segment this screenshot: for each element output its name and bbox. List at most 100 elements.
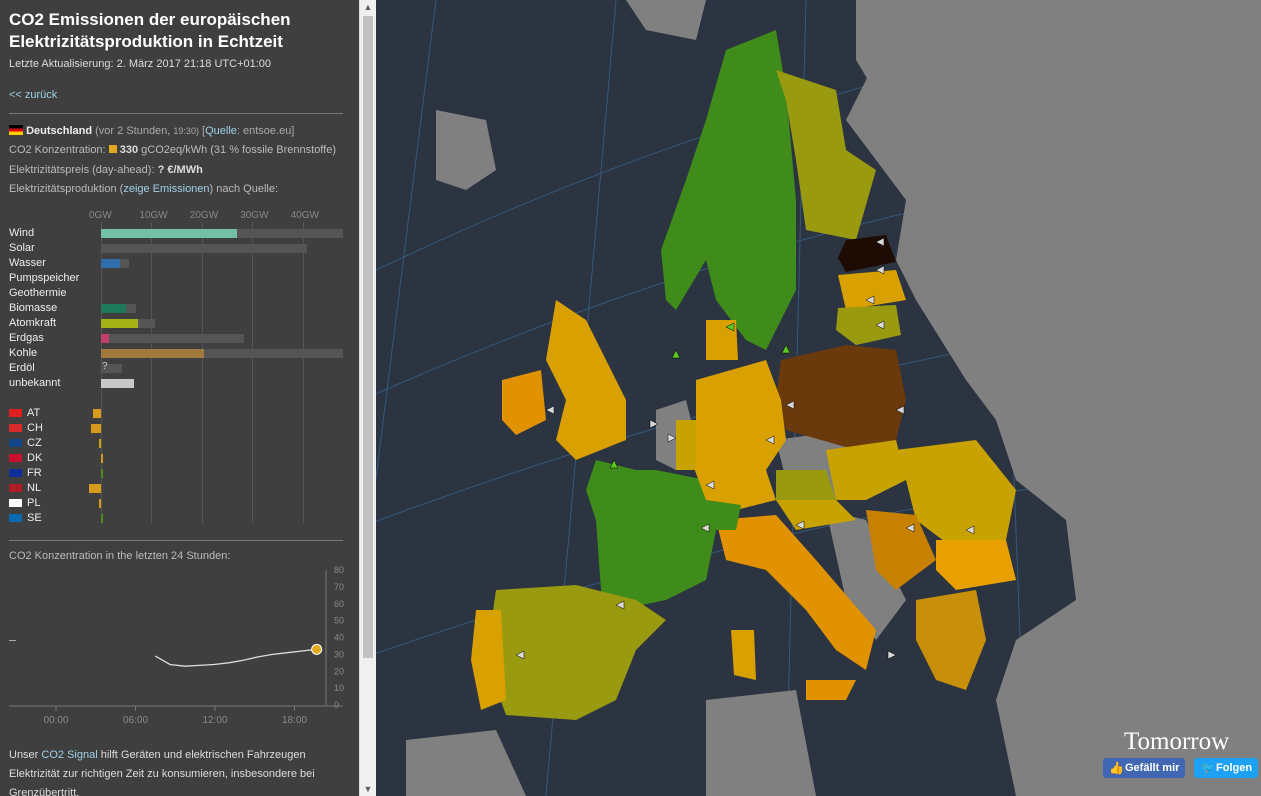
green-arrows <box>609 322 791 469</box>
italy <box>716 515 876 670</box>
brand-logo[interactable]: Tomorrow <box>1124 728 1230 755</box>
flag-icon <box>9 454 22 462</box>
netherlands-belgium <box>676 420 696 470</box>
time-ago: (vor 2 Stunden, <box>95 125 171 137</box>
switzerland <box>706 500 741 530</box>
production-bar[interactable] <box>101 259 120 268</box>
production-suffix: ) nach Quelle: <box>209 183 279 195</box>
source-label: unbekannt <box>9 377 61 389</box>
twitter-follow-button[interactable]: 🐦 Folgen <box>1194 758 1259 778</box>
co2-value: 330 <box>119 144 139 156</box>
time: 19:30) <box>173 126 199 136</box>
like-label: Gefällt mir <box>1125 762 1180 774</box>
poland <box>776 345 906 450</box>
source-label: Biomasse <box>9 302 58 314</box>
footer-suffix: hilft Geräten und elektrischen Fahrzeuge… <box>9 749 315 796</box>
exchange-bar[interactable] <box>101 514 103 523</box>
divider <box>9 113 343 114</box>
source-name: : entsoe.eu] <box>236 125 295 137</box>
x-tick-label: 0GW <box>89 210 112 221</box>
unknown-marker: ? <box>102 361 108 372</box>
exchange-country-label: FR <box>27 467 42 479</box>
co2-unit: gCO2eq/kWh (31 % fossile Brennstoffe) <box>141 144 337 156</box>
x-tick-label: 18:00 <box>282 715 307 726</box>
sardinia <box>731 630 756 680</box>
exchange-bar[interactable] <box>101 469 104 478</box>
gridline <box>201 222 203 524</box>
source-label: Atomkraft <box>9 317 57 329</box>
page-title: CO2 Emissionen der europäischen Elektriz… <box>9 10 291 51</box>
exchange-bar[interactable] <box>91 424 101 433</box>
source-label: Wasser <box>9 257 46 269</box>
history-marker <box>9 640 16 641</box>
gridline <box>151 222 153 524</box>
exchange-bar[interactable] <box>93 409 101 418</box>
production-bar[interactable] <box>101 319 138 328</box>
co2-swatch <box>108 145 117 153</box>
footer-prefix: Unser <box>9 749 42 761</box>
capacity-bar <box>101 364 123 373</box>
ireland <box>502 370 546 435</box>
source-label: Kohle <box>9 347 38 359</box>
exchange-arrows <box>515 237 975 660</box>
price-value: ? €/MWh <box>157 164 203 176</box>
x-tick-label: 06:00 <box>123 715 148 726</box>
production-bar[interactable] <box>101 304 127 313</box>
source-label: Erdgas <box>9 332 44 344</box>
y-tick-label: 10 <box>334 683 344 693</box>
exchange-bar[interactable] <box>101 454 103 463</box>
flag-icon <box>9 484 22 492</box>
production-bar[interactable] <box>101 334 109 343</box>
austria <box>776 500 856 530</box>
capacity-bar <box>101 349 343 358</box>
x-tick-label: 10GW <box>139 210 168 221</box>
source-bracket: [ <box>202 125 206 137</box>
x-tick-label: 12:00 <box>202 715 227 726</box>
y-tick-label: 70 <box>334 582 344 592</box>
source-label: Geothermie <box>9 287 67 299</box>
y-tick-label: 20 <box>334 666 344 676</box>
germany-flag-icon <box>9 125 23 135</box>
gridline <box>302 222 304 524</box>
country-line: Deutschland (vor 2 Stunden, 19:30) [Quel… <box>9 125 349 137</box>
source-label: Pumpspeicher <box>9 272 80 284</box>
thumbs-up-icon: 👍 <box>1109 761 1124 775</box>
source-link[interactable]: Quelle <box>205 125 237 137</box>
map-svg <box>376 0 1261 796</box>
panel-scrollbar[interactable]: ▲ ▼ <box>359 0 376 796</box>
exchange-bar[interactable] <box>88 484 101 493</box>
follow-label: Folgen <box>1216 762 1253 774</box>
exchange-bar[interactable] <box>99 439 101 448</box>
history-title: CO2 Konzentration in the letzten 24 Stun… <box>9 550 231 562</box>
france <box>586 460 716 610</box>
x-tick-label: 30GW <box>240 210 269 221</box>
serbia <box>866 510 936 590</box>
romania-ukraine-west <box>896 440 1016 550</box>
flag-icon <box>9 514 22 522</box>
scroll-up-arrow-icon[interactable]: ▲ <box>363 2 373 12</box>
show-emissions-link[interactable]: zeige Emissionen <box>123 183 210 195</box>
capacity-bar <box>101 334 244 343</box>
facebook-like-button[interactable]: 👍 Gefällt mir <box>1103 758 1186 778</box>
flag-icon <box>9 439 22 447</box>
back-link[interactable]: << zurück <box>9 89 58 101</box>
production-bar[interactable] <box>101 349 205 358</box>
x-tick-label: 40GW <box>290 210 319 221</box>
production-bar[interactable] <box>101 229 238 238</box>
finland <box>776 70 876 240</box>
scrollbar-thumb[interactable] <box>363 16 373 658</box>
scroll-down-arrow-icon[interactable]: ▼ <box>363 784 373 794</box>
x-tick-label: 20GW <box>189 210 219 221</box>
co2-label: CO2 Konzentration: <box>9 144 106 156</box>
production-bar[interactable] <box>101 379 134 388</box>
production-label: Elektrizitätsproduktion ( <box>9 183 124 195</box>
x-tick-label: 00:00 <box>43 715 68 726</box>
europe-map[interactable]: Tomorrow 👍 Gefällt mir 🐦 Folgen <box>376 0 1261 796</box>
estonia <box>838 235 896 272</box>
exchange-country-label: CH <box>27 422 43 434</box>
current-value-marker[interactable] <box>311 643 323 655</box>
gridline <box>252 222 254 524</box>
y-tick-label: 80 <box>334 565 344 575</box>
exchange-bar[interactable] <box>99 499 101 508</box>
co2-signal-link[interactable]: CO2 Signal <box>41 749 98 761</box>
